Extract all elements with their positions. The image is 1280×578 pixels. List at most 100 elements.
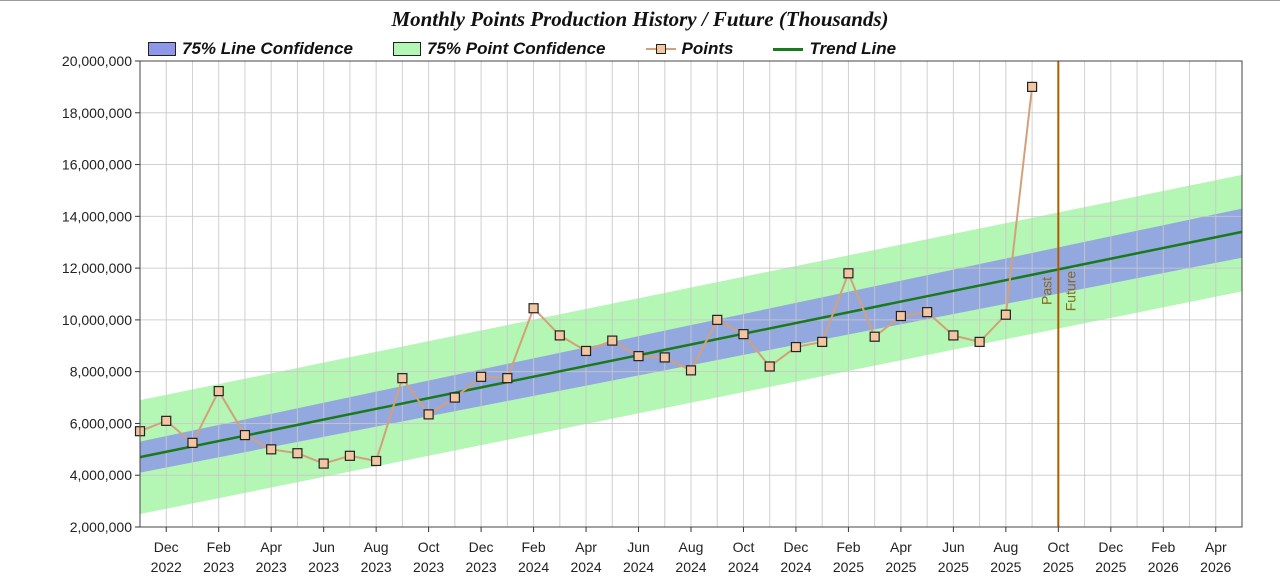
- x-tick-label-month: Aug: [364, 539, 389, 555]
- y-tick-label: 18,000,000: [62, 105, 132, 121]
- y-tick-label: 20,000,000: [62, 53, 132, 69]
- data-point-marker: [843, 268, 854, 279]
- plot-border: [139, 60, 1243, 528]
- data-point-marker: [659, 352, 670, 363]
- data-point-marker: [790, 341, 802, 353]
- legend-swatch-point-confidence: [392, 42, 421, 56]
- y-tick-label: 8,000,000: [70, 364, 132, 380]
- y-tick-label: 2,000,000: [70, 519, 132, 535]
- x-tick-label-year: 2023: [203, 559, 234, 575]
- data-point-marker: [922, 307, 933, 318]
- x-tick-label-year: 2025: [885, 559, 916, 575]
- legend-item-line-confidence: 75% Line Confidence: [148, 39, 353, 59]
- data-point-marker: [1000, 309, 1011, 320]
- chart-legend: 75% Line Confidence 75% Point Confidence…: [148, 38, 936, 60]
- data-point-marker: [974, 336, 985, 347]
- y-tick-label: 10,000,000: [62, 312, 132, 328]
- y-tick-label: 12,000,000: [62, 260, 132, 276]
- data-point-marker: [528, 303, 539, 314]
- y-tick-label: 4,000,000: [70, 467, 132, 483]
- legend-item-trend: Trend Line: [773, 39, 896, 59]
- future-label: Future: [1062, 271, 1078, 312]
- data-point-marker: [161, 415, 172, 426]
- legend-label-points: Points: [681, 39, 734, 58]
- legend-label-point-confidence: 75% Point Confidence: [426, 39, 606, 58]
- data-point-marker: [764, 361, 775, 372]
- data-point-marker: [1026, 81, 1038, 92]
- data-point-marker: [318, 458, 329, 469]
- data-point-marker: [475, 371, 487, 382]
- data-point-marker: [213, 385, 224, 397]
- x-tick-label-month: Feb: [836, 539, 860, 555]
- x-tick-label-year: 2024: [728, 559, 759, 575]
- data-point-marker: [895, 310, 907, 322]
- data-point-marker: [423, 409, 434, 420]
- legend-item-points: Points: [645, 39, 734, 59]
- data-point-marker: [449, 392, 460, 403]
- x-tick-label-month: Dec: [1098, 539, 1123, 555]
- data-point-marker: [239, 429, 251, 441]
- x-tick-label-year: 2024: [780, 559, 811, 575]
- x-tick-label-month: Oct: [1047, 539, 1069, 555]
- x-tick-label-month: Apr: [260, 539, 282, 555]
- data-point-marker: [580, 345, 592, 357]
- x-tick-label-month: Oct: [418, 539, 440, 555]
- x-tick-label-year: 2023: [308, 559, 339, 575]
- x-tick-label-month: Aug: [679, 539, 704, 555]
- x-tick-label-month: Apr: [1205, 539, 1227, 555]
- x-tick-label-year: 2026: [1148, 559, 1179, 575]
- data-point-marker: [948, 330, 959, 341]
- chart-title: Monthly Points Production History / Futu…: [391, 7, 889, 31]
- legend-label-trend: Trend Line: [809, 39, 897, 58]
- x-tick-label-year: 2023: [256, 559, 287, 575]
- y-tick-label: 6,000,000: [70, 415, 132, 431]
- legend-label-line-confidence: 75% Line Confidence: [182, 39, 353, 58]
- x-tick-label-year: 2025: [1043, 559, 1074, 575]
- legend-swatch-points: [645, 42, 676, 56]
- data-point-marker: [685, 365, 697, 376]
- x-tick-label-year: 2024: [518, 559, 549, 575]
- legend-item-point-confidence: 75% Point Confidence: [392, 39, 606, 59]
- x-tick-label-month: Apr: [575, 539, 597, 555]
- data-point-marker: [869, 331, 880, 342]
- x-tick-label-year: 2025: [833, 559, 864, 575]
- data-point-marker: [817, 336, 828, 347]
- x-tick-label-year: 2023: [413, 559, 444, 575]
- data-point-marker: [397, 373, 408, 384]
- x-tick-label-year: 2022: [151, 559, 182, 575]
- data-point-marker: [738, 329, 749, 340]
- data-point-marker: [502, 373, 513, 384]
- y-tick-label: 14,000,000: [62, 208, 132, 224]
- data-point-marker: [187, 437, 198, 448]
- x-tick-label-year: 2023: [466, 559, 497, 575]
- x-tick-label-month: Jun: [627, 539, 650, 555]
- x-tick-label-month: Aug: [993, 539, 1018, 555]
- x-tick-label-year: 2025: [938, 559, 969, 575]
- data-point-marker: [266, 444, 277, 455]
- x-tick-label-year: 2024: [675, 559, 706, 575]
- x-tick-label-month: Oct: [733, 539, 755, 555]
- x-tick-label-month: Jun: [942, 539, 965, 555]
- data-point-marker: [292, 448, 303, 459]
- y-tick-label: 16,000,000: [62, 157, 132, 173]
- past-label: Past: [1038, 277, 1054, 305]
- x-tick-label-month: Feb: [522, 539, 546, 555]
- x-tick-label-year: 2024: [623, 559, 654, 575]
- x-tick-label-year: 2023: [361, 559, 392, 575]
- x-tick-label-year: 2025: [1095, 559, 1126, 575]
- data-point-marker: [607, 335, 618, 346]
- data-point-marker: [633, 351, 644, 362]
- x-tick-label-month: Feb: [1151, 539, 1175, 555]
- x-tick-label-month: Dec: [154, 539, 179, 555]
- data-point-marker: [712, 314, 723, 325]
- x-tick-label-year: 2025: [990, 559, 1021, 575]
- x-tick-label-year: 2024: [570, 559, 601, 575]
- legend-swatch-trend: [773, 47, 804, 51]
- x-tick-label-month: Jun: [312, 539, 335, 555]
- x-tick-label-month: Dec: [783, 539, 808, 555]
- x-tick-label-year: 2026: [1200, 559, 1231, 575]
- legend-swatch-line-confidence: [148, 42, 176, 56]
- x-tick-label-month: Feb: [207, 539, 231, 555]
